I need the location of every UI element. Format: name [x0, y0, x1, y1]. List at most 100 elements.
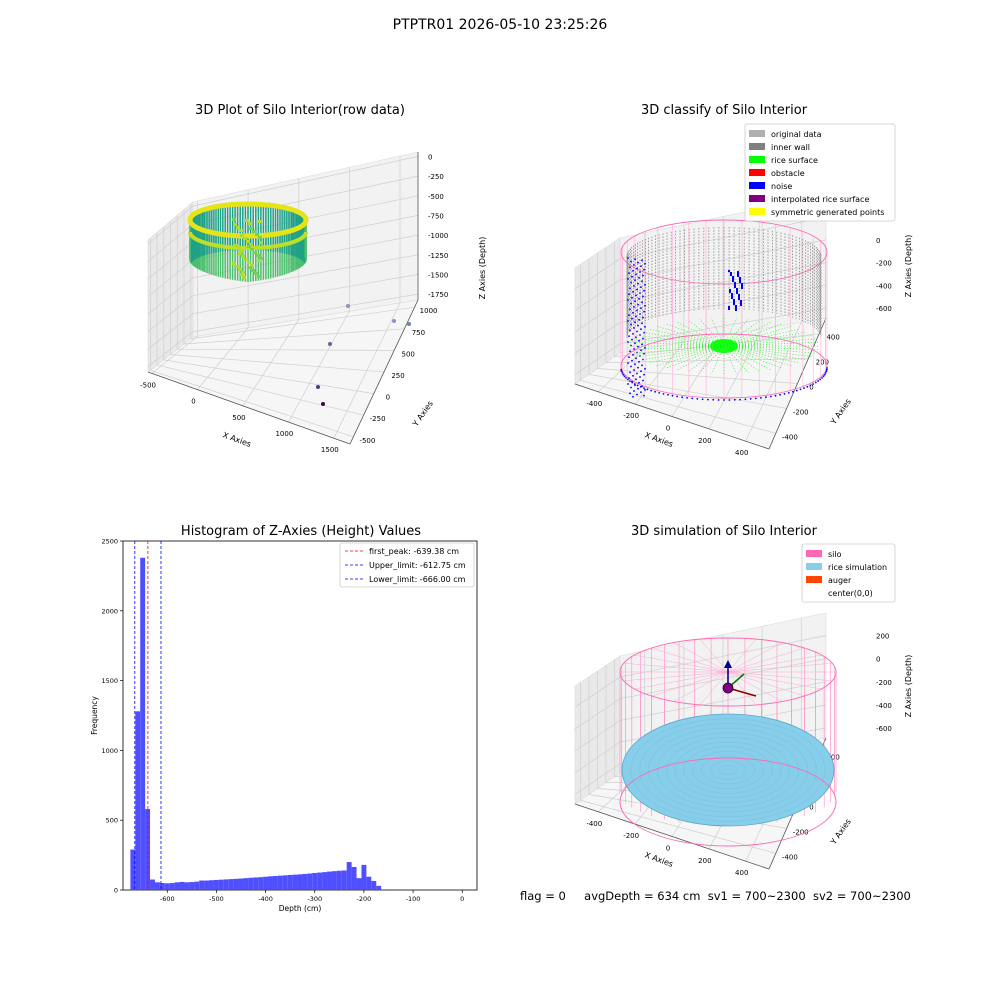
p2-noise-point — [740, 302, 742, 304]
p2-noise-point — [701, 398, 704, 401]
p1-z-tick-label: -750 — [428, 212, 444, 220]
p2-noise-point — [691, 397, 694, 400]
p4-silo-roof-ray — [634, 654, 729, 673]
p2-noise-point — [728, 270, 730, 272]
p1-obstacle-point — [253, 251, 257, 254]
plot2-title: 3D classify of Silo Interior — [640, 103, 808, 118]
p2-rice-ray — [723, 323, 782, 347]
p2-noise-point — [717, 399, 720, 401]
p2-noise-point — [631, 317, 633, 320]
p3-legend-label: Upper_limit: -612.75 cm — [369, 561, 466, 570]
p1-grid-z — [147, 156, 419, 245]
p3-hist-bar — [263, 876, 269, 890]
p2-noise-point — [723, 399, 725, 401]
p2-noise-point — [640, 265, 642, 268]
p2-noise-point — [640, 391, 642, 394]
p2-noise-point — [641, 280, 643, 283]
p2-noise-point — [806, 385, 809, 388]
p2-noise-point — [632, 290, 634, 293]
p2-noise-point — [643, 310, 645, 313]
plot1-raw-3d-scatter: -500 0 500 1000 1500 -500 -250 0 250 500 750 1000 0 -… — [140, 151, 487, 454]
p1-y-tick-label: 750 — [412, 329, 425, 337]
p4-y-tick-label: -200 — [793, 828, 809, 836]
p2-noise-point — [731, 293, 733, 295]
p2-x-axis-line — [574, 383, 770, 450]
p2-noise-point — [633, 369, 635, 371]
p2-noise-point — [635, 273, 637, 276]
p1-obstacle-point — [241, 255, 245, 258]
p4-z-tick-label: 200 — [876, 633, 889, 641]
p2-noise-point — [738, 294, 740, 296]
p2-legend-frame — [744, 123, 896, 222]
p4-silo-roof-ray — [727, 642, 783, 673]
p1-obstacle-point — [243, 237, 247, 240]
p2-legend-label: inner wall — [771, 143, 810, 152]
p1-x-tick-label: -500 — [140, 381, 156, 389]
p4-legend-label: rice simulation — [828, 563, 887, 572]
p1-obstacle-point — [239, 229, 243, 232]
p2-noise-point — [728, 399, 731, 401]
p2-noise-point — [628, 377, 630, 380]
p2-noise-point — [637, 387, 639, 390]
p1-outlier-point — [346, 304, 350, 308]
p2-noise-point — [730, 272, 732, 274]
p2-noise-point — [634, 342, 636, 345]
p2-noise-point — [733, 398, 736, 401]
p2-noise-point — [630, 323, 632, 326]
p3-legend: first_peak: -639.38 cm Upper_limit: -612.… — [339, 542, 475, 588]
p3-x-tick-label: -500 — [209, 895, 224, 903]
p1-grid-y — [170, 221, 385, 373]
p1-outlier-point — [328, 342, 332, 346]
p1-y-tick-label: -500 — [359, 437, 375, 445]
p3-hist-bar — [272, 876, 278, 890]
p1-y-tick-label: 500 — [402, 350, 415, 358]
p2-noise-point — [732, 280, 734, 282]
p2-noise-point — [642, 337, 644, 340]
p3-hist-bar — [209, 880, 214, 890]
p4-rice-mesh-ring — [683, 746, 773, 794]
p1-z-tick-label: 0 — [428, 153, 432, 161]
p4-rice-mesh-ring — [666, 737, 790, 803]
p3-x-tick-label: -200 — [357, 895, 372, 903]
p2-noise-point — [643, 387, 645, 389]
p3-hist-bar — [297, 874, 303, 890]
p2-grid-x — [634, 224, 685, 405]
p3-hist-bar — [351, 866, 357, 890]
p2-noise-point — [737, 275, 739, 277]
p2-noise-point — [735, 309, 737, 311]
p4-rice-mesh-ring — [639, 723, 817, 817]
p2-y-tick-label: 200 — [816, 359, 829, 367]
p2-noise-point — [627, 341, 629, 343]
p2-noise-point — [633, 285, 635, 287]
p2-noise-point — [637, 303, 639, 306]
p2-grid-y — [597, 253, 798, 384]
p4-legend-label: auger — [828, 576, 852, 585]
p1-grid-z — [147, 274, 419, 350]
p3-hist-bar — [346, 862, 352, 890]
p2-noise-point — [627, 278, 629, 280]
p4-rice-mesh — [630, 718, 826, 822]
p2-noise-point — [774, 394, 777, 397]
p4-silo-roof-ray — [699, 639, 729, 673]
p2-noise-point — [671, 394, 674, 397]
p3-hist-bar — [341, 870, 347, 890]
p1-x-axis-label: X Axies — [221, 430, 252, 449]
p2-noise-point — [730, 274, 732, 276]
p2-noise-point — [650, 389, 653, 392]
p2-noise-point — [623, 375, 626, 378]
p2-noise-point — [626, 378, 629, 381]
p2-noise-point — [765, 396, 767, 399]
p2-noise-point — [732, 276, 734, 278]
p2-rice-surface — [629, 318, 819, 374]
p1-outlier-point — [321, 402, 325, 406]
p2-noise-point — [629, 308, 631, 311]
p2-noise-point — [686, 397, 688, 399]
p2-noise-point — [628, 272, 630, 275]
p3-hist-bar — [253, 877, 259, 890]
p1-obstacle-point — [232, 262, 236, 265]
p2-legend: original data inner wall rice surface obsta… — [744, 123, 896, 222]
p2-noise-point — [735, 307, 737, 309]
p2-noise-point — [637, 282, 639, 285]
p2-noise-point — [643, 352, 645, 355]
p2-noise-point — [630, 281, 632, 284]
